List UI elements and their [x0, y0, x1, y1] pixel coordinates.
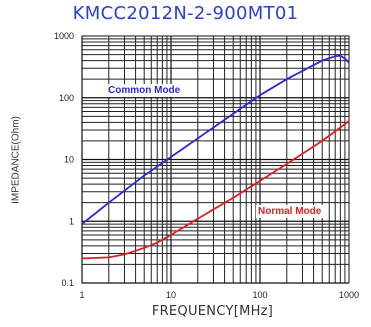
series-layer [81, 54, 350, 260]
series-line-common-mode [81, 54, 350, 225]
x-tick-label: 1000 [339, 290, 359, 300]
tick-layer: 1 10 100 1000 0.1 1 10 100 1000 [54, 31, 359, 300]
series-label-background [106, 84, 183, 97]
series-label-common-mode: Common Mode [108, 85, 181, 96]
y-tick-label: 10 [64, 155, 74, 165]
y-tick-label: 100 [59, 93, 74, 103]
x-tick-label: 10 [166, 290, 176, 300]
x-tick-label: 1 [79, 290, 84, 300]
x-tick-label: 100 [252, 290, 267, 300]
series-label-layer: Common Mode Normal Mode [106, 84, 324, 218]
plot-frame [81, 35, 350, 284]
series-label-normal-mode: Normal Mode [258, 206, 322, 217]
chart-title: KMCC2012N-2-900MT01 [72, 3, 299, 24]
series-label-background [256, 205, 324, 218]
y-tick-label: 0.1 [61, 278, 74, 288]
x-axis-label: FREQUENCY[MHz] [151, 304, 274, 319]
y-tick-label: 1 [69, 216, 74, 226]
y-tick-label: 1000 [54, 31, 74, 41]
grid-layer [81, 36, 349, 284]
series-line-normal-mode [81, 120, 350, 260]
